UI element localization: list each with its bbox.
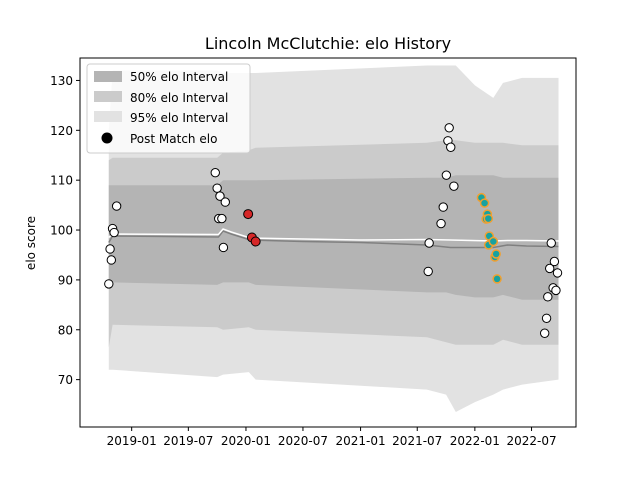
data-point: [215, 191, 225, 201]
y-tick-label: 110: [50, 174, 73, 188]
x-tick-label: 2020-07: [278, 434, 328, 448]
data-point: [104, 279, 114, 289]
data-point: [479, 198, 490, 208]
legend-label-80: 80% elo Interval: [130, 91, 228, 105]
data-point: [541, 313, 552, 323]
x-tick-label: 2019-01: [107, 434, 157, 448]
x-tick-label: 2021-07: [392, 434, 442, 448]
y-tick-label: 70: [58, 373, 73, 387]
y-tick-label: 100: [50, 224, 73, 238]
data-point: [109, 227, 119, 238]
x-tick-label: 2021-01: [335, 434, 385, 448]
data-point: [106, 255, 117, 265]
legend-swatch-50: [94, 71, 122, 82]
chart-title: Lincoln McClutchie: elo History: [205, 34, 451, 53]
data-point: [449, 181, 459, 191]
y-axis-label: elo score: [24, 216, 38, 270]
data-point: [220, 197, 230, 207]
data-point: [488, 236, 499, 247]
data-point: [444, 123, 454, 133]
x-axis: 2019-01 2019-07 2020-01 2020-07 2021-01 2021-…: [107, 427, 557, 448]
data-point: [544, 263, 555, 274]
y-tick-label: 90: [58, 273, 73, 287]
data-point: [217, 213, 227, 224]
data-point: [441, 170, 452, 180]
x-tick-label: 2019-07: [163, 434, 213, 448]
legend-label-50: 50% elo Interval: [130, 70, 228, 84]
data-point: [424, 238, 434, 248]
data-point: [549, 256, 560, 267]
plot-frame: [79, 57, 577, 428]
data-point: [551, 285, 561, 296]
data-point: [492, 274, 502, 284]
data-point: [243, 209, 254, 220]
data-point: [446, 142, 456, 152]
legend-label-95: 95% elo Interval: [130, 111, 228, 125]
y-tick-label: 80: [58, 323, 73, 337]
data-point: [250, 236, 261, 247]
data-point: [539, 328, 550, 338]
x-tick-label: 2020-01: [221, 434, 271, 448]
legend-swatch-80: [94, 91, 122, 102]
data-point: [218, 242, 229, 253]
x-tick-label: 2022-01: [450, 434, 500, 448]
data-point: [543, 292, 553, 302]
data-point: [438, 202, 448, 212]
legend: 50% elo Interval 80% elo Interval 95% el…: [86, 63, 251, 154]
data-point: [212, 183, 222, 193]
y-tick-label: 130: [50, 74, 73, 88]
data-point: [546, 238, 556, 248]
data-point: [423, 266, 433, 277]
legend-marker-post-match: [101, 132, 113, 144]
median-elo-line: [108, 230, 559, 249]
mean-elo-line: [108, 228, 559, 242]
data-point: [210, 167, 220, 178]
data-point: [105, 244, 115, 254]
y-axis: 70 80 90 100 110 120 130: [50, 74, 80, 387]
legend-label-post-match: Post Match elo: [130, 132, 217, 146]
y-tick-label: 120: [50, 124, 73, 138]
data-point: [111, 201, 122, 211]
data-point: [436, 218, 446, 229]
data-point: [483, 213, 494, 224]
x-tick-label: 2022-07: [506, 434, 556, 448]
data-point: [552, 268, 563, 278]
legend-box: [86, 63, 251, 154]
legend-swatch-95: [94, 111, 122, 122]
data-point: [491, 249, 501, 259]
